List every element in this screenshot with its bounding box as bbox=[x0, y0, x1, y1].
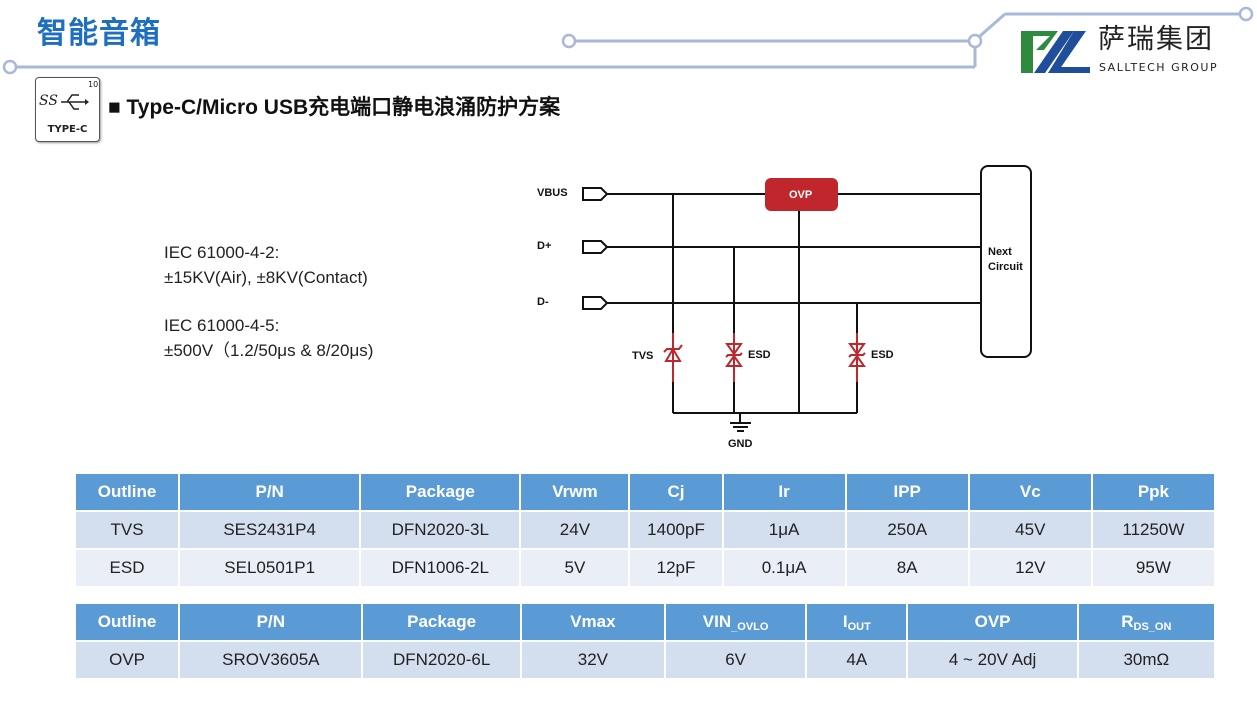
spec-iec-61000-4-2: IEC 61000-4-2: ±15KV(Air), ±8KV(Contact) bbox=[164, 240, 368, 290]
gnd-label: GND bbox=[728, 438, 753, 450]
cell: SROV3605A bbox=[180, 642, 362, 678]
spec-value: ±500V（1.2/50μs & 8/20μs) bbox=[164, 341, 374, 360]
cell: SEL0501P1 bbox=[180, 550, 360, 586]
header-subscript: OUT bbox=[847, 621, 871, 633]
logo-text-cn: 萨瑞集团 bbox=[1098, 24, 1214, 55]
tvs-esd-spec-table: Outline P/N Package Vrwm Cj Ir IPP Vc Pp… bbox=[74, 472, 1216, 588]
vbus-connector bbox=[582, 187, 609, 201]
cell: 8A bbox=[846, 550, 968, 586]
table-row: TVS SES2431P4 DFN2020-3L 24V 1400pF 1μA … bbox=[76, 512, 1214, 548]
usb-label: TYPE-C bbox=[47, 124, 88, 135]
header-cell: Vc bbox=[969, 474, 1091, 510]
next-circuit-label: Next bbox=[988, 246, 1012, 258]
header-cell: Vrwm bbox=[521, 474, 629, 510]
header-cell: Cj bbox=[630, 474, 722, 510]
cell: 4A bbox=[807, 642, 907, 678]
dplus-label: D+ bbox=[537, 240, 551, 252]
header-cell: Ir bbox=[723, 474, 845, 510]
header-cell: Package bbox=[361, 474, 520, 510]
cell: DFN1006-2L bbox=[361, 550, 520, 586]
header-cell: IOUT bbox=[807, 604, 907, 640]
header-cell: Outline bbox=[76, 474, 179, 510]
logo-text-en: SALLTECH GROUP bbox=[1099, 61, 1219, 74]
salltech-logo-mark bbox=[1021, 31, 1090, 73]
cell: 32V bbox=[521, 642, 664, 678]
header-cell: P/N bbox=[180, 604, 362, 640]
cell: ESD bbox=[76, 550, 179, 586]
table-header-row: Outline P/N Package Vmax VIN_OVLO IOUT O… bbox=[76, 604, 1214, 640]
header-subscript: DS_ON bbox=[1133, 621, 1172, 633]
usb-ss-text: SS bbox=[39, 93, 58, 109]
header-cell: Package bbox=[363, 604, 520, 640]
header-cell: RDS_ON bbox=[1078, 604, 1214, 640]
usb-ten-text: 10 bbox=[88, 80, 99, 89]
cell: 12pF bbox=[630, 550, 722, 586]
cell: 11250W bbox=[1092, 512, 1214, 548]
header-text: R bbox=[1121, 612, 1134, 631]
cell: 1400pF bbox=[630, 512, 722, 548]
table-row: ESD SEL0501P1 DFN1006-2L 5V 12pF 0.1μA 8… bbox=[76, 550, 1214, 586]
table-row: OVP SROV3605A DFN2020-6L 32V 6V 4A 4 ~ 2… bbox=[76, 642, 1214, 678]
ovp-label: OVP bbox=[789, 189, 812, 201]
cell: SES2431P4 bbox=[180, 512, 360, 548]
cell: TVS bbox=[76, 512, 179, 548]
table-header-row: Outline P/N Package Vrwm Cj Ir IPP Vc Pp… bbox=[76, 474, 1214, 510]
header-cell: Vmax bbox=[521, 604, 664, 640]
esd-label: ESD bbox=[748, 349, 771, 361]
dminus-connector bbox=[582, 296, 609, 310]
spec-title: IEC 61000-4-5: bbox=[164, 316, 280, 335]
usb-type-c-icon: SS 10 TYPE-C bbox=[35, 77, 100, 142]
cell: 12V bbox=[969, 550, 1091, 586]
cell: 30mΩ bbox=[1078, 642, 1214, 678]
header-cell: OVP bbox=[908, 604, 1077, 640]
circuit-diagram: VBUS D+ D- TVS ESD ESD GND Next Circuit … bbox=[537, 165, 1032, 450]
cell: OVP bbox=[76, 642, 179, 678]
cell: 0.1μA bbox=[723, 550, 845, 586]
cell: 6V bbox=[666, 642, 806, 678]
cell: DFN2020-6L bbox=[363, 642, 520, 678]
next-circuit-box bbox=[980, 165, 1032, 358]
spec-iec-61000-4-5: IEC 61000-4-5: ±500V（1.2/50μs & 8/20μs) bbox=[164, 313, 373, 363]
cell: DFN2020-3L bbox=[361, 512, 520, 548]
cell: 45V bbox=[969, 512, 1091, 548]
cell: 24V bbox=[521, 512, 629, 548]
spec-value: ±15KV(Air), ±8KV(Contact) bbox=[164, 268, 368, 287]
tvs-label: TVS bbox=[632, 350, 653, 362]
header-text: I bbox=[842, 612, 848, 631]
cell: 250A bbox=[846, 512, 968, 548]
esd-diode-icon bbox=[725, 333, 743, 382]
usb-trident-icon bbox=[61, 94, 89, 110]
esd-label: ESD bbox=[871, 349, 894, 361]
header-cell: IPP bbox=[846, 474, 968, 510]
next-circuit-label: Circuit bbox=[988, 261, 1023, 273]
ovp-block bbox=[765, 178, 838, 211]
header-text: VIN bbox=[702, 612, 732, 631]
ovp-spec-table: Outline P/N Package Vmax VIN_OVLO IOUT O… bbox=[74, 602, 1216, 680]
page-title: 智能音箱 bbox=[37, 16, 161, 51]
dplus-connector bbox=[582, 240, 609, 254]
cell: 95W bbox=[1092, 550, 1214, 586]
tvs-diode-icon bbox=[663, 333, 683, 382]
header-cell: Ppk bbox=[1092, 474, 1214, 510]
section-subtitle: ■ Type-C/Micro USB充电端口静电浪涌防护方案 bbox=[108, 96, 561, 119]
dminus-label: D- bbox=[537, 296, 549, 308]
header-cell: Outline bbox=[76, 604, 179, 640]
vbus-label: VBUS bbox=[537, 187, 568, 199]
esd-diode-icon bbox=[848, 333, 866, 382]
cell: 5V bbox=[521, 550, 629, 586]
header-cell: VIN_OVLO bbox=[666, 604, 806, 640]
header-cell: P/N bbox=[180, 474, 360, 510]
header-subscript: _OVLO bbox=[731, 621, 769, 633]
spec-title: IEC 61000-4-2: bbox=[164, 243, 280, 262]
cell: 4 ~ 20V Adj bbox=[908, 642, 1077, 678]
cell: 1μA bbox=[723, 512, 845, 548]
